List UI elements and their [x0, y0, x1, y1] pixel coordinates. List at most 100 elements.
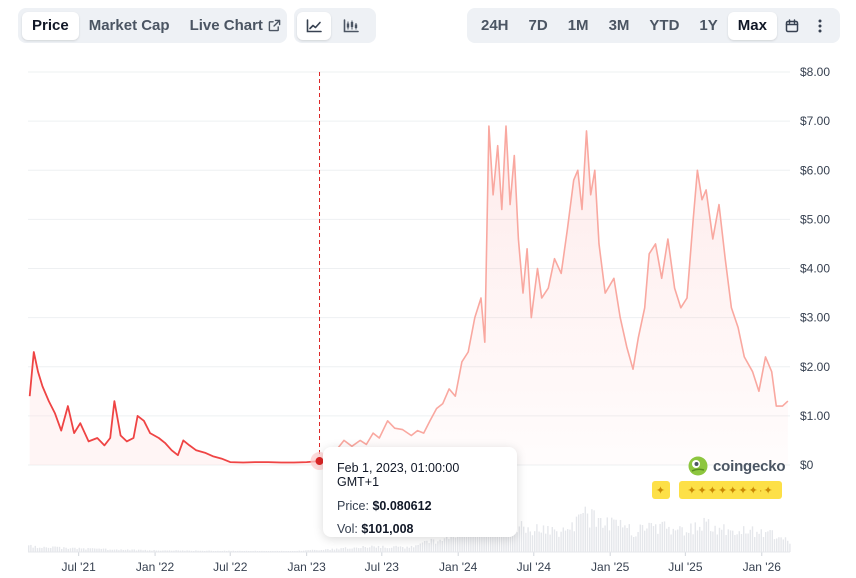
volume-bar	[703, 517, 705, 552]
highlight-point[interactable]	[315, 457, 324, 466]
volume-bar	[760, 529, 762, 552]
y-tick-label: $4.00	[800, 262, 830, 276]
volume-bar	[406, 546, 408, 552]
volume-bar	[395, 545, 397, 552]
volume-bar	[322, 549, 325, 552]
volume-bar	[199, 550, 201, 552]
more-options-button[interactable]	[807, 12, 833, 40]
calendar-button[interactable]	[777, 12, 807, 40]
y-tick-label: $7.00	[800, 114, 830, 128]
volume-bar	[701, 530, 703, 552]
range-24h[interactable]: 24H	[471, 12, 519, 40]
volume-bar	[542, 525, 545, 552]
range-tab-group: 24H 7D 1M 3M YTD 1Y Max	[467, 8, 840, 43]
volume-bar	[641, 525, 644, 552]
volume-bar	[688, 532, 690, 552]
volume-bar	[142, 550, 144, 552]
volume-bar	[140, 549, 142, 552]
volume-bar	[758, 533, 760, 552]
volume-bar	[558, 536, 560, 552]
volume-bar	[157, 550, 160, 552]
tooltip-vol-row: Vol: $101,008	[337, 522, 503, 536]
y-tick-label: $8.00	[800, 65, 830, 79]
tab-price[interactable]: Price	[22, 11, 79, 40]
volume-bar	[769, 530, 771, 552]
candlestick-chart-button[interactable]	[334, 12, 368, 40]
volume-bar	[765, 532, 767, 552]
range-7d[interactable]: 7D	[519, 12, 558, 40]
volume-bar	[428, 543, 430, 552]
volume-bar	[441, 541, 443, 552]
volume-bar	[336, 548, 338, 552]
volume-bar	[375, 547, 377, 552]
range-1y[interactable]: 1Y	[689, 12, 727, 40]
volume-bar	[672, 528, 674, 552]
volume-bar	[182, 550, 184, 552]
volume-bar	[780, 537, 782, 552]
range-max[interactable]: Max	[727, 11, 777, 40]
volume-bar	[355, 547, 358, 552]
volume-bar	[208, 550, 210, 552]
coingecko-watermark: coingecko	[688, 456, 786, 476]
volume-bar	[138, 549, 140, 552]
range-1m[interactable]: 1M	[558, 12, 599, 40]
volume-bar	[639, 524, 641, 552]
volume-bar	[595, 526, 597, 552]
volume-bar	[186, 550, 188, 552]
tooltip-vol-value: $101,008	[361, 522, 414, 536]
volume-bar	[131, 549, 133, 552]
range-7d-label: 7D	[528, 17, 548, 34]
volume-bar	[162, 550, 164, 552]
volume-bar	[661, 521, 663, 552]
volume-bar	[745, 533, 747, 552]
volume-bar	[69, 548, 72, 552]
volume-bar	[525, 532, 527, 552]
tab-market-cap-label: Market Cap	[88, 17, 170, 34]
tab-live-chart[interactable]: Live Chart	[180, 12, 291, 40]
volume-bar	[531, 535, 534, 552]
volume-bar	[116, 549, 118, 552]
volume-bar	[507, 531, 509, 552]
volume-bar	[784, 537, 787, 552]
volume-bar	[397, 546, 399, 552]
volume-bar	[276, 550, 278, 552]
volume-bar	[358, 548, 360, 552]
tab-market-cap[interactable]: Market Cap	[79, 12, 180, 40]
volume-bar	[452, 537, 454, 552]
volume-bar	[232, 550, 234, 552]
price-line-past	[28, 351, 320, 464]
volume-bar	[582, 512, 584, 552]
volume-bar	[50, 547, 52, 552]
volume-bar	[630, 535, 633, 552]
volume-bar	[402, 547, 404, 552]
volume-bar	[729, 530, 732, 552]
range-ytd[interactable]: YTD	[639, 12, 689, 40]
line-chart-button[interactable]	[297, 11, 331, 40]
volume-bar	[457, 534, 459, 552]
volume-bar	[177, 550, 179, 552]
volume-bar	[547, 525, 549, 552]
volume-bar	[331, 548, 333, 552]
volume-bar	[446, 535, 448, 552]
volume-bar	[164, 550, 166, 552]
volume-bar	[677, 529, 679, 552]
volume-bar	[485, 523, 487, 552]
volume-bar	[463, 534, 465, 552]
tooltip-price-label: Price:	[337, 499, 369, 513]
volume-bar	[430, 538, 432, 552]
x-tick-label: Jul '23	[365, 560, 400, 574]
volume-bar	[146, 550, 149, 552]
external-link-icon	[268, 19, 281, 32]
x-tick-label: Jan '24	[439, 560, 478, 574]
volume-bar	[316, 550, 318, 552]
volume-bar	[206, 550, 208, 552]
volume-bar	[333, 549, 336, 552]
volume-bar	[448, 539, 450, 552]
volume-bar	[593, 510, 595, 552]
range-3m[interactable]: 3M	[599, 12, 640, 40]
volume-bar	[747, 533, 749, 552]
volume-bar	[534, 531, 536, 552]
volume-bar	[91, 548, 94, 552]
volume-bar	[43, 546, 45, 552]
